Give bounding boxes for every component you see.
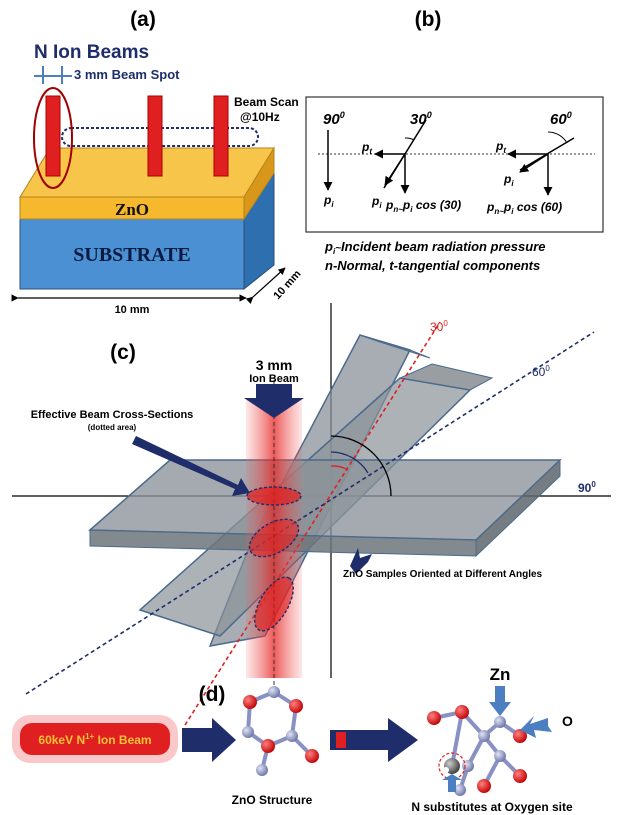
depth-dim-line (245, 267, 286, 305)
pi-60-arrow (519, 153, 549, 173)
pt-60-label: pt (495, 139, 506, 155)
angle-30-c-label: 300 (430, 319, 448, 334)
process-arrow-2-accent (336, 732, 346, 748)
pi-30-label: pi (371, 194, 382, 210)
process-arrow-2 (330, 718, 418, 762)
p-i-90-label: pi (323, 193, 334, 209)
zno-front-face (19, 196, 245, 220)
arc-30 (330, 465, 349, 471)
pi-note: pi~Incident beam radiation pressure (324, 239, 545, 256)
substrate-front-face (19, 218, 245, 290)
pt-30-label: pt (361, 140, 372, 156)
substrate-label: SUBSTRATE (73, 244, 190, 266)
ion-beam-arrow (244, 384, 304, 418)
panel-label-a: (a) (130, 8, 156, 31)
ion-beam-box (20, 723, 170, 755)
o-pointer (520, 716, 552, 738)
sample-slab-30-side (359, 334, 431, 359)
angle-90-c-label: 900 (578, 480, 596, 495)
substituted-structure (427, 705, 527, 796)
panel-label-d: (d) (199, 683, 226, 706)
angle-60-label: 600 (550, 110, 572, 128)
samples-pointer (350, 548, 372, 574)
angle-90-label: 900 (323, 110, 345, 128)
sample-slab-90-side (475, 458, 561, 558)
pn-30-label: pn~pi cos (30) (385, 198, 461, 214)
width-label: 10 mm (115, 304, 150, 316)
angle-60-c-label: 600 (532, 364, 550, 379)
angle-60-arc (547, 131, 568, 144)
ion-beam-2 (147, 95, 163, 177)
components-note: n-Normal, t-tangential components (325, 258, 540, 273)
cross-section-30 (254, 576, 294, 632)
cross-section-90 (246, 486, 302, 506)
angle-30-arc (404, 137, 415, 141)
pn-60-label: pn~pi cos (60) (486, 200, 562, 216)
ion-beam-d-label: 60keV N1+ Ion Beam (38, 732, 151, 747)
panel-label-c: (c) (110, 341, 136, 364)
substitution-label: N substitutes at Oxygen site (411, 800, 573, 814)
line-30 (184, 321, 441, 726)
beam-scan-label: Beam Scan (234, 95, 299, 109)
zno-structure-label: ZnO Structure (232, 793, 313, 807)
beam-scan-freq: @10Hz (240, 110, 280, 124)
process-arrow-1 (182, 718, 236, 762)
sample-slab-60-side (398, 363, 494, 391)
o-label: O (562, 713, 573, 729)
cross-section-60 (248, 518, 300, 558)
ion-beam-1 (45, 95, 61, 177)
zno-film-label: ZnO (115, 200, 149, 219)
pi-60-label: pi (503, 172, 514, 188)
cross-section-pointer (132, 436, 250, 496)
ion-beam-label: Ion Beam (249, 373, 299, 385)
samples-label: ZnO Samples Oriented at Different Angles (343, 569, 543, 580)
line-60 (25, 331, 595, 695)
beam-spot-label: 3 mm Beam Spot (74, 67, 180, 82)
depth-label: 10 mm (271, 268, 303, 302)
dotted-area-label: (dotted area) (88, 423, 137, 432)
ion-beam-3 (213, 95, 229, 177)
zno-structure (242, 686, 319, 776)
ion-beam-size-label: 3 mm (256, 357, 293, 373)
panel-label-b: (b) (415, 8, 442, 31)
pi-30-arrow (384, 153, 406, 186)
arc-60 (330, 451, 369, 474)
substitution-pointer (442, 774, 462, 792)
zn-pointer (489, 686, 511, 716)
cross-sections-label: Effective Beam Cross-Sections (31, 409, 194, 421)
ion-beams-title: N Ion Beams (34, 42, 149, 63)
beam-highlight-ellipse (33, 87, 73, 189)
arc-90 (330, 435, 392, 497)
panel-b-box (305, 96, 604, 233)
zn-label: Zn (490, 665, 511, 684)
